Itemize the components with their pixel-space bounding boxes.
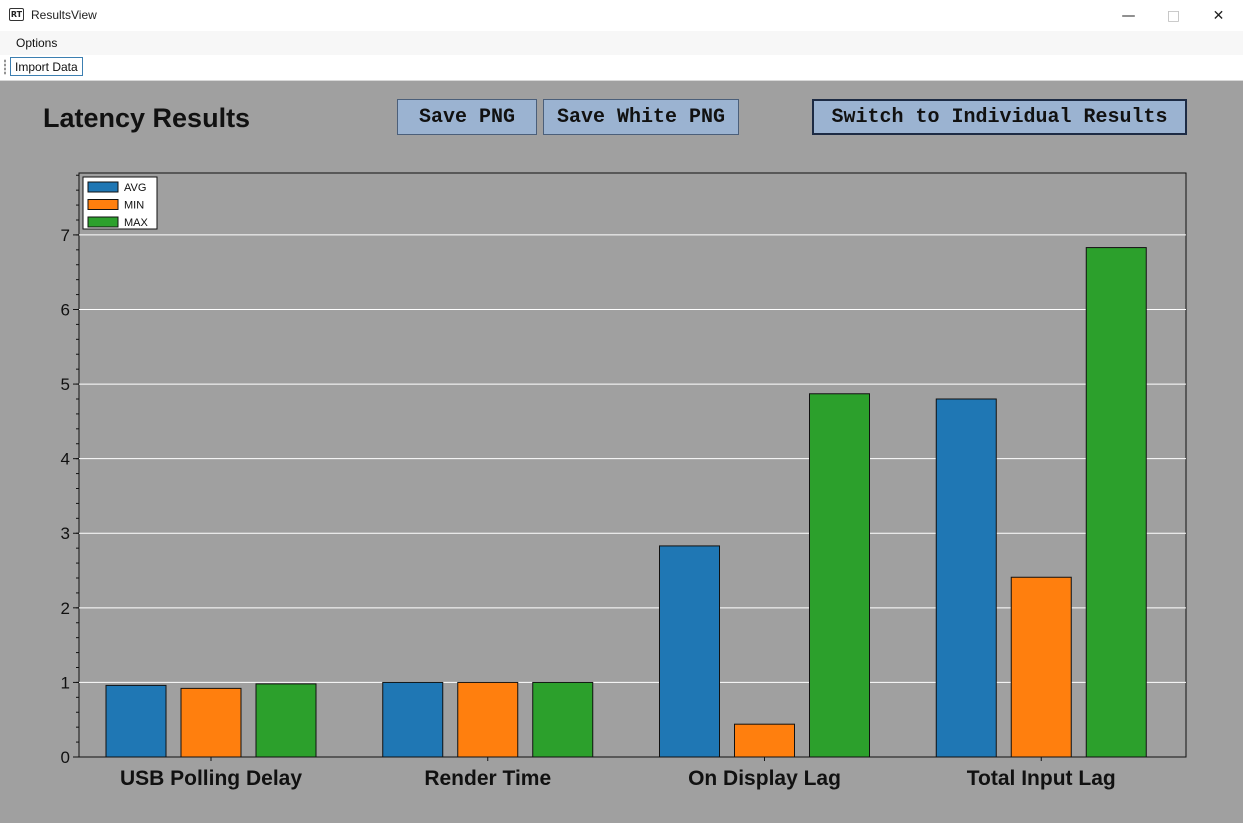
bar-max [1085,247,1147,758]
bar-max [255,683,317,758]
latency-bar-chart: 0 1 2 3 4 5 6 7 USB Polling Delay Render Time On D… [61,172,1187,790]
x-tick-label: On Display Lag [688,767,841,790]
bar-avg [105,684,167,758]
toolbar-grip-icon[interactable] [4,59,6,75]
y-tick-label: 5 [61,375,70,394]
save-png-button[interactable]: Save PNG [397,99,537,135]
plot-area [78,172,1187,758]
bar-avg [659,545,720,758]
bar-max [809,393,870,758]
legend-swatch [87,181,119,193]
legend-swatch [87,216,119,228]
title-bar: RT ResultsView — □ ✕ [0,0,1243,32]
results-content: Latency Results Save PNG Save White PNG … [0,81,1243,823]
import-data-button[interactable]: Import Data [10,57,83,76]
menu-item-options[interactable]: Options [16,36,58,50]
bar-min [457,681,519,758]
y-tick-label: 1 [61,673,70,692]
y-tick-label: 4 [61,450,70,469]
bar-avg [382,681,444,758]
legend-swatch [87,199,119,210]
bar-avg [935,398,997,758]
y-tick-label: 6 [61,300,70,319]
bar-max [532,681,594,758]
minimize-icon[interactable]: — [1121,7,1136,24]
y-tick-label: 2 [61,599,70,618]
menu-bar: Options [0,31,1243,55]
switch-to-individual-results-button[interactable]: Switch to Individual Results [812,99,1187,135]
bar-min [180,687,242,758]
page-title: Latency Results [43,103,251,133]
x-tick-label: USB Polling Delay [120,767,302,790]
legend-label: MIN [124,200,144,212]
x-tick-label: Total Input Lag [967,767,1116,790]
app-icon: RT [9,8,24,21]
window-title: ResultsView [31,8,97,22]
close-icon[interactable]: ✕ [1212,7,1225,24]
x-tick-label: Render Time [424,767,551,790]
maximize-icon[interactable]: □ [1166,7,1181,24]
y-tick-label: 3 [61,524,70,543]
save-white-png-button[interactable]: Save White PNG [543,99,739,135]
bar-min [734,723,795,758]
toolbar: Import Data [0,55,1243,81]
bar-min [1010,576,1072,758]
y-tick-label: 0 [61,748,70,767]
legend-label: AVG [124,182,146,194]
legend-label: MAX [124,217,149,229]
y-tick-label: 7 [61,226,70,245]
